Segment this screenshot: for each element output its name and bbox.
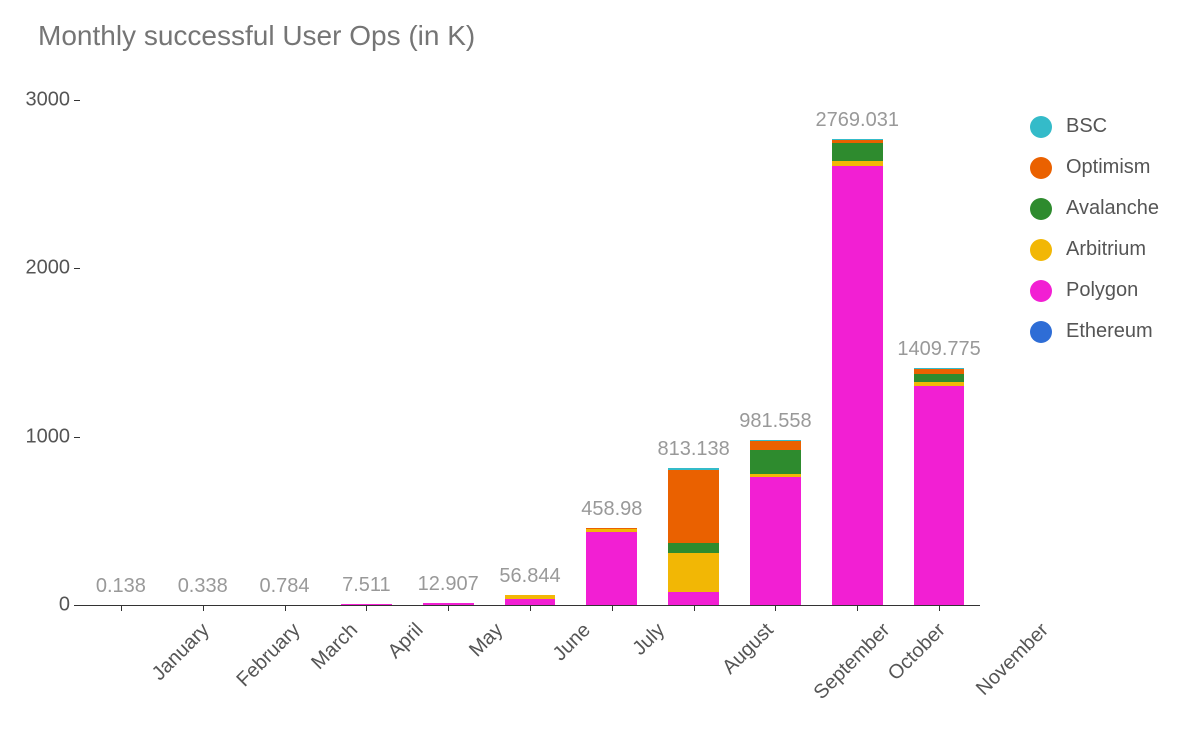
legend-label: Polygon	[1066, 279, 1138, 302]
x-tick-mark	[694, 605, 695, 611]
y-tick-label: 3000	[10, 89, 70, 112]
legend-swatch	[1030, 239, 1052, 261]
bar-segment	[914, 368, 965, 374]
x-tick-mark	[775, 605, 776, 611]
bar-segment	[750, 477, 801, 605]
legend-swatch	[1030, 157, 1052, 179]
x-tick-mark	[203, 605, 204, 611]
bar-segment	[586, 532, 637, 605]
legend-swatch	[1030, 280, 1052, 302]
chart-title: Monthly successful User Ops (in K)	[38, 20, 475, 52]
legend-item: Polygon	[1030, 279, 1159, 302]
bar-segment	[668, 468, 719, 470]
x-tick-label: March	[307, 619, 363, 675]
bar-segment	[750, 450, 801, 474]
legend-swatch	[1030, 116, 1052, 138]
x-tick-label: August	[718, 619, 778, 679]
bar-total-label: 981.558	[739, 410, 811, 433]
legend-item: Optimism	[1030, 156, 1159, 179]
legend-swatch	[1030, 321, 1052, 343]
x-tick-mark	[530, 605, 531, 611]
bar-segment	[505, 595, 556, 599]
bar-segment	[832, 139, 883, 140]
bar-total-label: 0.338	[178, 575, 228, 598]
legend-item: Arbitrium	[1030, 238, 1159, 261]
bar-segment	[832, 161, 883, 166]
bar-segment	[832, 140, 883, 143]
legend-item: Ethereum	[1030, 320, 1159, 343]
y-tick-label: 0	[10, 594, 70, 617]
x-tick-label: November	[972, 619, 1054, 701]
x-tick-label: October	[884, 619, 951, 686]
x-tick-mark	[448, 605, 449, 611]
bar-segment	[914, 382, 965, 386]
bar-total-label: 813.138	[657, 438, 729, 461]
x-tick-mark	[612, 605, 613, 611]
x-tick-mark	[285, 605, 286, 611]
x-tick-label: September	[810, 619, 895, 704]
legend-label: Ethereum	[1066, 320, 1153, 343]
bar-segment	[914, 368, 965, 369]
y-tick-label: 1000	[10, 425, 70, 448]
y-tick-mark	[74, 605, 80, 606]
bar-segment	[668, 553, 719, 592]
x-tick-mark	[366, 605, 367, 611]
bar-segment	[668, 592, 719, 605]
x-tick-label: May	[465, 619, 508, 662]
legend-label: Optimism	[1066, 156, 1150, 179]
y-tick-mark	[74, 268, 80, 269]
legend-label: Arbitrium	[1066, 238, 1146, 261]
y-tick-mark	[74, 437, 80, 438]
legend-swatch	[1030, 198, 1052, 220]
bar-segment	[914, 386, 965, 605]
x-tick-mark	[939, 605, 940, 611]
bar-total-label: 2769.031	[816, 109, 899, 132]
x-tick-label: April	[384, 619, 429, 664]
legend-label: Avalanche	[1066, 197, 1159, 220]
x-tick-label: February	[232, 619, 305, 692]
bar-segment	[586, 529, 637, 532]
x-tick-label: July	[628, 619, 669, 660]
plot-area: 01000200030000.138January0.338February0.…	[80, 100, 980, 605]
legend-label: BSC	[1066, 115, 1107, 138]
chart-container: Monthly successful User Ops (in K) 01000…	[0, 0, 1200, 742]
bar-segment	[668, 543, 719, 553]
bar-segment	[750, 441, 801, 450]
legend-item: BSC	[1030, 115, 1159, 138]
bar-segment	[750, 474, 801, 477]
bar-total-label: 7.511	[342, 574, 391, 597]
bar-segment	[750, 440, 801, 441]
bar-total-label: 56.844	[499, 565, 560, 588]
legend-item: Avalanche	[1030, 197, 1159, 220]
bar-total-label: 1409.775	[897, 338, 980, 361]
x-tick-label: June	[549, 619, 596, 666]
x-tick-label: January	[148, 619, 215, 686]
bar-total-label: 0.784	[260, 575, 310, 598]
bar-total-label: 0.138	[96, 575, 146, 598]
y-tick-label: 2000	[10, 257, 70, 280]
bar-total-label: 458.98	[581, 498, 642, 521]
bar-segment	[832, 166, 883, 605]
x-tick-mark	[121, 605, 122, 611]
legend: BSC Optimism Avalanche Arbitrium Polygon Ethe…	[1030, 115, 1159, 361]
bar-segment	[586, 528, 637, 529]
x-tick-mark	[857, 605, 858, 611]
y-tick-mark	[74, 100, 80, 101]
bar-segment	[668, 470, 719, 542]
bar-total-label: 12.907	[418, 573, 479, 596]
bar-segment	[832, 143, 883, 161]
bar-segment	[914, 374, 965, 382]
